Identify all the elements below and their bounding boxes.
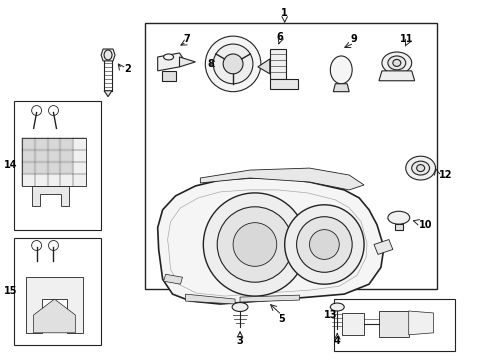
Text: 2: 2 (123, 64, 130, 74)
Polygon shape (157, 53, 183, 71)
Bar (61, 139, 72, 149)
Bar (378, 311, 408, 337)
Bar (36, 139, 46, 149)
Ellipse shape (381, 52, 411, 74)
Polygon shape (157, 178, 383, 304)
Polygon shape (179, 57, 195, 67)
Ellipse shape (163, 54, 173, 60)
Text: 5: 5 (278, 314, 285, 324)
Ellipse shape (104, 50, 112, 60)
Polygon shape (163, 274, 182, 284)
Circle shape (284, 205, 364, 284)
Bar (14, 100, 101, 230)
Bar (21, 138, 86, 186)
Text: 9: 9 (350, 34, 357, 44)
Ellipse shape (232, 302, 247, 311)
Ellipse shape (392, 59, 400, 66)
Ellipse shape (387, 211, 409, 224)
Bar (36, 163, 46, 173)
Polygon shape (162, 71, 175, 81)
Bar (61, 151, 72, 161)
Polygon shape (101, 49, 115, 61)
Text: 10: 10 (418, 220, 431, 230)
Ellipse shape (416, 165, 424, 172)
Circle shape (205, 36, 260, 92)
Text: 11: 11 (399, 34, 413, 44)
Bar (144, 23, 436, 289)
Text: 3: 3 (236, 336, 243, 346)
Ellipse shape (330, 303, 344, 311)
Bar (334, 299, 454, 351)
Bar (22, 163, 34, 173)
Text: 1: 1 (281, 8, 287, 18)
Text: 7: 7 (183, 34, 189, 44)
Ellipse shape (411, 161, 428, 175)
Circle shape (233, 223, 276, 266)
Text: 8: 8 (207, 59, 214, 69)
Bar (342, 313, 364, 335)
Bar (22, 139, 34, 149)
Bar (48, 163, 60, 173)
Polygon shape (104, 91, 112, 96)
Ellipse shape (330, 56, 351, 84)
Polygon shape (378, 71, 414, 81)
Text: 15: 15 (4, 286, 18, 296)
Circle shape (203, 193, 306, 296)
Polygon shape (240, 295, 299, 302)
Polygon shape (333, 84, 348, 92)
Ellipse shape (387, 56, 405, 70)
Text: 4: 4 (333, 336, 340, 346)
Polygon shape (32, 186, 69, 206)
Polygon shape (269, 49, 285, 79)
Polygon shape (26, 277, 83, 333)
Text: 6: 6 (276, 32, 283, 42)
Circle shape (296, 217, 351, 272)
Circle shape (213, 44, 252, 84)
Ellipse shape (405, 156, 435, 180)
Bar (14, 238, 101, 345)
Bar (36, 151, 46, 161)
Polygon shape (394, 224, 402, 230)
Text: 13: 13 (324, 310, 337, 320)
Polygon shape (373, 239, 392, 255)
Polygon shape (408, 311, 433, 335)
Circle shape (223, 54, 243, 74)
Bar (22, 151, 34, 161)
Polygon shape (185, 294, 235, 304)
Bar (61, 163, 72, 173)
Bar (48, 139, 60, 149)
Text: 14: 14 (4, 160, 18, 170)
Text: 12: 12 (438, 170, 451, 180)
Polygon shape (34, 299, 75, 333)
Polygon shape (257, 59, 269, 74)
Polygon shape (269, 79, 297, 89)
Polygon shape (200, 168, 364, 190)
Circle shape (309, 230, 339, 260)
Bar (48, 151, 60, 161)
Circle shape (217, 207, 292, 282)
